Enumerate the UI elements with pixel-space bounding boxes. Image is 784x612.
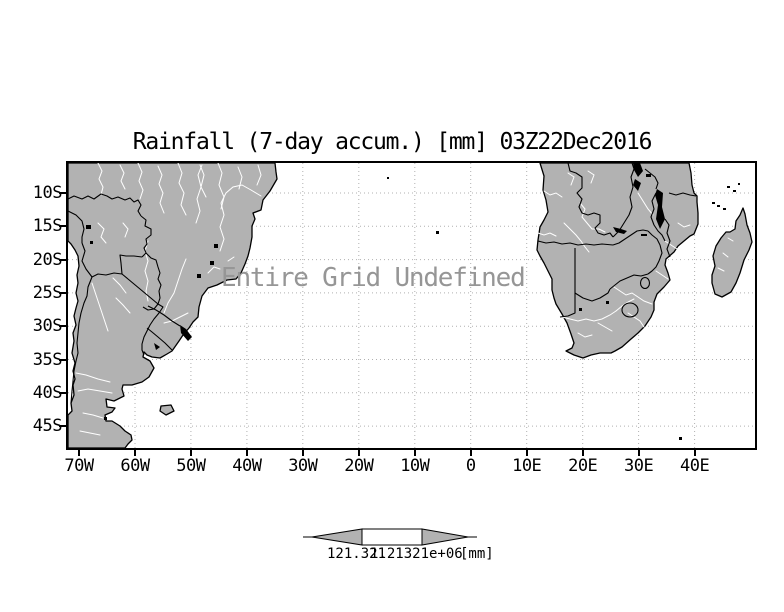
x-axis-label: 10W [400,456,430,476]
y-axis-label: 35S [32,349,63,370]
colorbar-left-arrow [311,528,363,546]
lakes-and-islets [86,163,740,440]
south-america-landmass [68,163,278,448]
x-axis-label: 30W [288,456,318,476]
colorbar-unit-label: [mm] [460,546,494,562]
x-axis-label: 70W [64,456,94,476]
y-axis-tick [59,325,66,328]
x-axis-tick [693,450,696,456]
colorbar-label-right: 1.21321e+06 [370,546,463,562]
map-plot [68,163,755,448]
colorbar-middle-cell [361,528,423,546]
x-axis-tick [245,450,248,456]
x-axis-label: 10E [512,456,542,476]
x-axis-tick [78,450,80,456]
y-axis-label: 15S [32,216,63,237]
plot-title: Rainfall (7-day accum.) [mm] 03Z22Dec201… [132,129,653,155]
y-axis-label: 40S [32,382,63,403]
y-axis-tick [59,358,66,361]
x-axis-tick [469,450,472,456]
colorbar-label-left: 121.321 [327,546,387,562]
madagascar-landmass [711,207,753,298]
x-axis-tick [525,450,528,456]
map-frame [66,161,757,450]
rivers [75,163,734,436]
y-axis-label: 25S [32,282,63,303]
x-axis-label: 20E [568,456,598,476]
x-axis-label: 50W [176,456,206,476]
x-axis-tick [133,450,136,456]
x-axis-label: 30E [623,456,654,476]
y-axis-tick [59,291,66,294]
x-axis-label: 0 [465,456,476,476]
y-axis-tick [59,258,66,261]
x-axis-tick [581,450,584,456]
x-axis-tick [357,450,360,456]
x-axis-label: 40W [232,456,262,476]
y-axis-tick [59,425,66,428]
x-axis-tick [301,450,304,456]
y-axis-label: 10S [32,183,63,203]
y-axis-label: 30S [32,316,63,337]
y-axis-tick [59,192,66,194]
colorbar-right-arrow [421,528,469,546]
y-axis-label: 20S [32,249,63,270]
x-axis-label: 60W [120,456,150,476]
y-axis-tick [59,225,66,228]
x-axis-label: 20W [344,456,374,476]
y-axis-tick [59,391,66,394]
x-axis-tick [413,450,416,456]
colorbar [303,528,477,546]
small-island [159,404,175,416]
undefined-grid-message: Entire Grid Undefined [221,263,526,293]
x-axis-label: 40E [679,456,710,476]
country-borders [68,163,697,404]
y-axis-label: 45S [32,416,63,437]
x-axis-tick [189,450,192,456]
x-axis-tick [637,450,640,456]
africa-landmass [536,163,699,359]
